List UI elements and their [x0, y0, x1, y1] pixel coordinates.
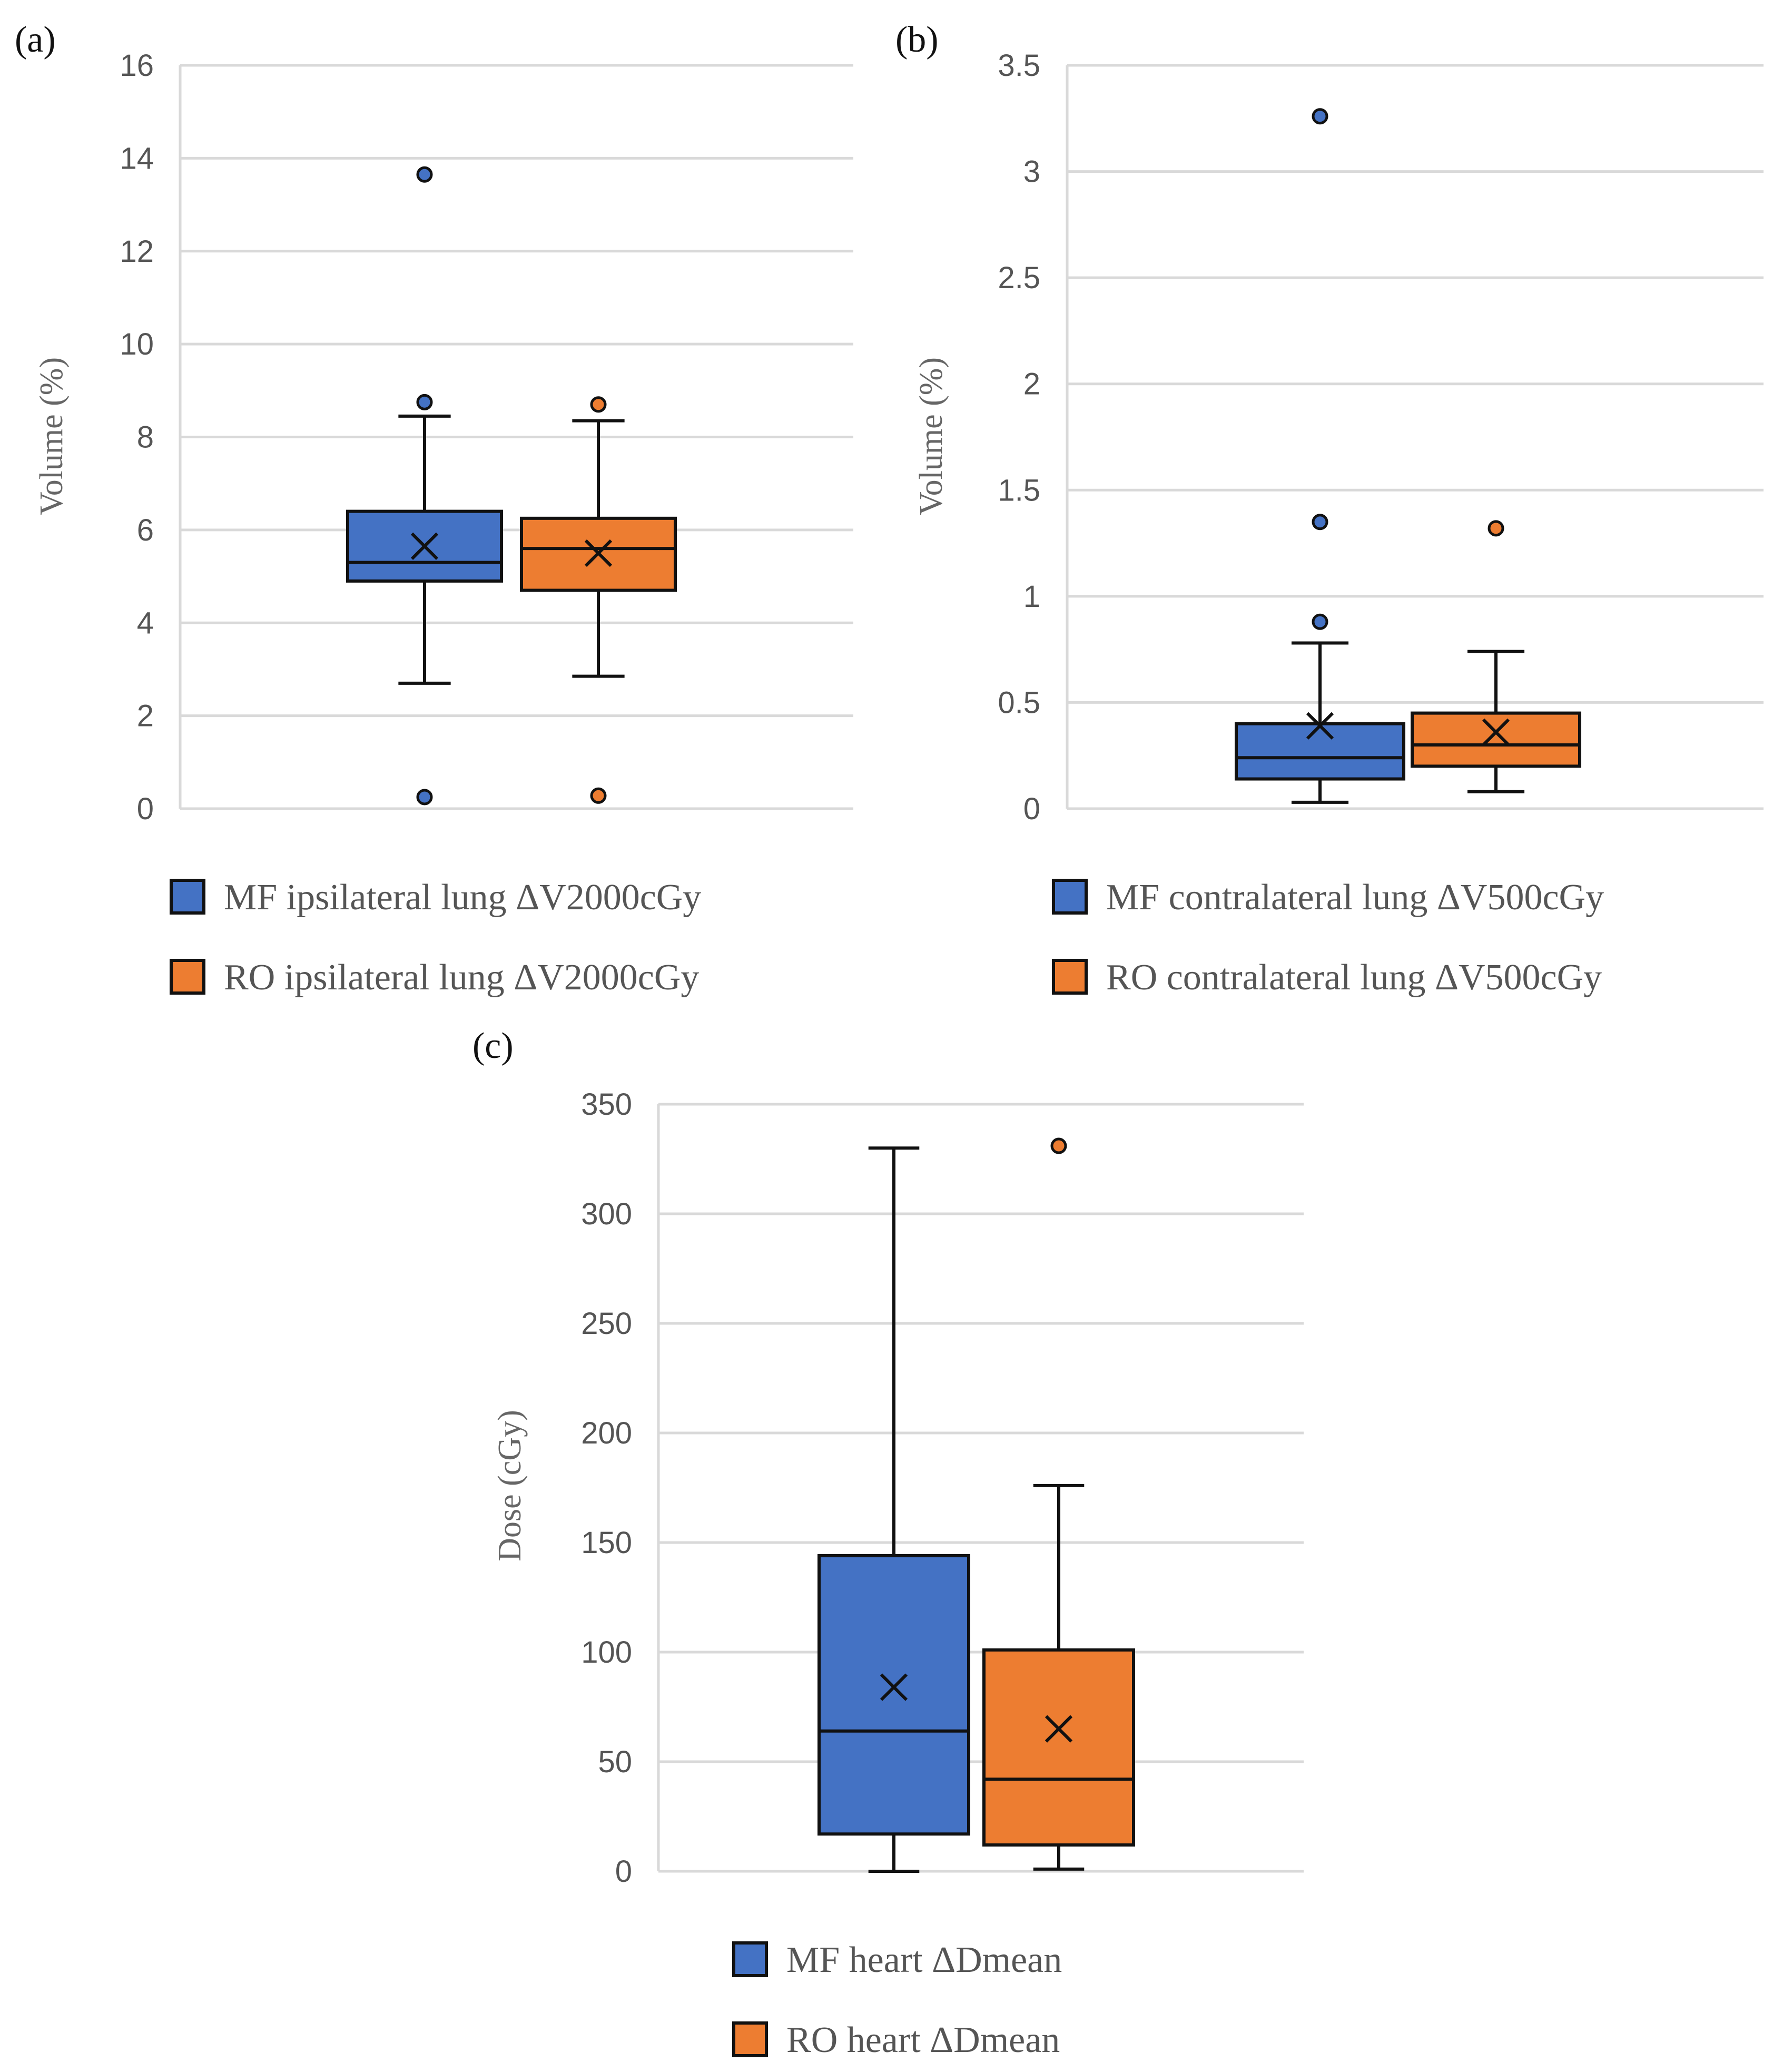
- y-tick-label: 3: [1023, 155, 1040, 189]
- y-tick-label: 8: [137, 420, 154, 455]
- iqr-box: [1235, 722, 1405, 781]
- y-tick-label: 2: [1023, 367, 1040, 401]
- chart-panel-2: (b) 0 0.5 1 1.5 2 2.5 3 3.5 Volume (%) MF contrala…: [895, 19, 1764, 998]
- box-series-mf: [817, 1146, 970, 1873]
- outlier-point: [1312, 613, 1328, 630]
- legend-swatch: [170, 879, 205, 915]
- y-tick-label: 10: [120, 327, 154, 361]
- legend-label: MF ipsilateral lung ΔV2000cGy: [224, 877, 701, 918]
- y-tick-label: 2: [137, 699, 154, 733]
- outlier-point: [1050, 1137, 1067, 1154]
- legend-swatch: [170, 959, 205, 995]
- y-tick-label: 200: [581, 1416, 632, 1450]
- y-tick-label: 14: [120, 141, 154, 175]
- y-tick-label: 350: [581, 1087, 632, 1122]
- iqr-box: [817, 1554, 970, 1836]
- legend-item: RO heart ΔDmean: [732, 2020, 1060, 2060]
- mean-marker: [584, 539, 613, 567]
- legend-swatch: [732, 2021, 768, 2057]
- y-tick-label: 150: [581, 1526, 632, 1560]
- mean-marker: [410, 532, 439, 560]
- legend-label: MF heart ΔDmean: [786, 1940, 1062, 1980]
- legend-label: MF contralateral lung ΔV500cGy: [1106, 877, 1604, 918]
- y-tick-label: 16: [120, 48, 154, 83]
- y-tick-label: 100: [581, 1635, 632, 1670]
- mean-marker: [1482, 718, 1510, 746]
- outlier-point: [416, 789, 433, 806]
- y-tick-label: 0: [137, 792, 154, 826]
- mean-marker: [880, 1673, 908, 1701]
- legend-label: RO ipsilateral lung ΔV2000cGy: [224, 957, 699, 998]
- outlier-point: [1312, 108, 1328, 125]
- legend-label: RO heart ΔDmean: [786, 2020, 1060, 2060]
- panel-label: (a): [15, 19, 56, 60]
- y-tick-label: 250: [581, 1307, 632, 1341]
- y-tick-label: 6: [137, 513, 154, 547]
- legend-swatch: [1052, 879, 1088, 915]
- y-tick-label: 1.5: [998, 473, 1040, 507]
- iqr-box: [1411, 711, 1581, 768]
- legend-item: RO ipsilateral lung ΔV2000cGy: [170, 957, 699, 998]
- outlier-point: [416, 166, 433, 183]
- mean-marker: [1306, 712, 1334, 740]
- legend-item: MF contralateral lung ΔV500cGy: [1052, 877, 1604, 918]
- legend-item: MF ipsilateral lung ΔV2000cGy: [170, 877, 701, 918]
- y-tick-label: 12: [120, 234, 154, 269]
- mean-marker: [1045, 1715, 1073, 1743]
- legend-item: MF heart ΔDmean: [732, 1940, 1062, 1980]
- box-series-ro: [982, 1137, 1135, 1871]
- y-tick-label: 0: [615, 1854, 632, 1889]
- box-series-mf: [1235, 108, 1405, 804]
- outlier-point: [1488, 520, 1504, 537]
- y-tick-label: 3.5: [998, 48, 1040, 83]
- box-series-mf: [346, 166, 503, 806]
- chart-panel-1: (a) 0 2 4 6 8 10 12 14 16 Volume (%) MF ipsilateral…: [15, 19, 853, 998]
- outlier-point: [590, 396, 607, 413]
- y-tick-label: 0: [1023, 792, 1040, 826]
- y-tick-label: 300: [581, 1197, 632, 1231]
- y-tick-label: 2.5: [998, 261, 1040, 295]
- legend-item: RO contralateral lung ΔV500cGy: [1052, 957, 1602, 998]
- y-tick-label: 0.5: [998, 685, 1040, 720]
- outlier-point: [1312, 514, 1328, 531]
- y-tick-label: 4: [137, 606, 154, 640]
- outlier-point: [416, 394, 433, 410]
- box-series-ro: [520, 396, 677, 804]
- y-axis-title: Dose (cGy): [492, 1410, 528, 1562]
- y-tick-label: 50: [598, 1745, 632, 1779]
- box-series-ro: [1411, 520, 1581, 793]
- legend-label: RO contralateral lung ΔV500cGy: [1106, 957, 1602, 998]
- panel-label: (c): [472, 1026, 514, 1066]
- outlier-point: [590, 787, 607, 804]
- y-axis-title: Volume (%): [913, 357, 949, 515]
- y-axis-title: Volume (%): [34, 357, 70, 515]
- panel-label: (b): [895, 19, 939, 60]
- legend-swatch: [732, 1941, 768, 1977]
- y-tick-label: 1: [1023, 580, 1040, 614]
- legend-swatch: [1052, 959, 1088, 995]
- chart-panel-3: (c) 0 50 100 150 200 250 300 350 Dose (cGy) MF hea…: [472, 1026, 1304, 2060]
- iqr-box: [982, 1648, 1135, 1847]
